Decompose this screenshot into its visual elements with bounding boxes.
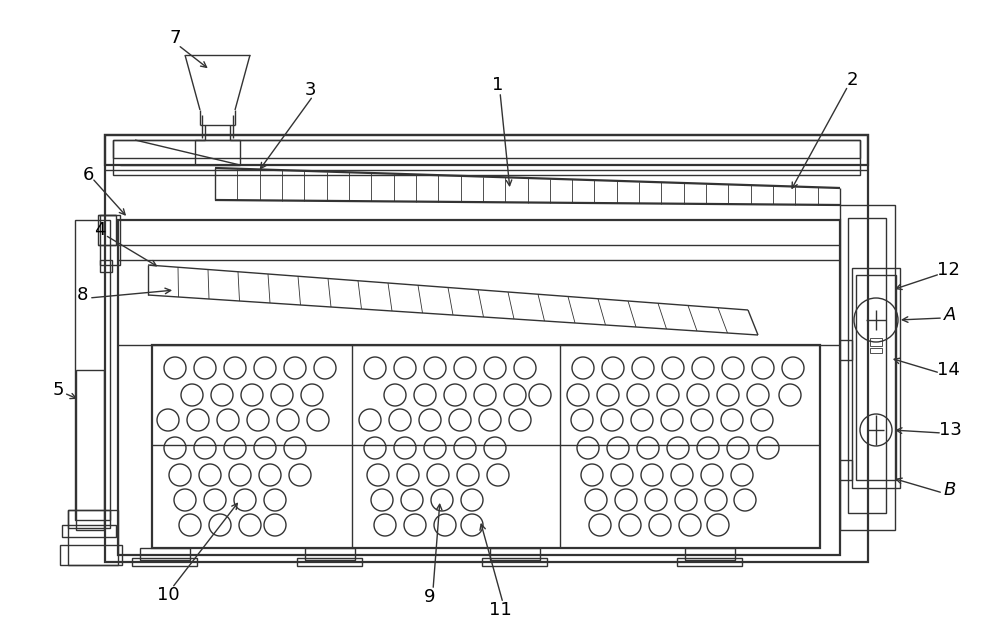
Text: 13: 13 — [939, 421, 961, 439]
Bar — [68, 510, 110, 528]
Bar — [840, 205, 895, 530]
Text: 4: 4 — [94, 221, 106, 239]
Text: B: B — [944, 481, 956, 499]
Bar — [75, 220, 110, 520]
Bar — [305, 548, 355, 560]
Bar — [297, 558, 362, 566]
Bar — [62, 525, 116, 537]
Bar — [105, 135, 868, 562]
Text: A: A — [944, 306, 956, 324]
Text: 10: 10 — [157, 586, 179, 604]
Text: 8: 8 — [76, 286, 88, 304]
Bar — [856, 275, 896, 480]
Text: 12: 12 — [937, 261, 959, 279]
Bar — [870, 348, 882, 353]
Bar — [848, 218, 886, 513]
Text: 14: 14 — [937, 361, 959, 379]
Bar — [100, 215, 120, 265]
Bar — [60, 545, 122, 565]
Text: 9: 9 — [424, 588, 436, 606]
Text: 5: 5 — [52, 381, 64, 399]
Bar — [685, 548, 735, 560]
Bar — [76, 370, 104, 530]
Bar — [852, 268, 900, 488]
Text: 3: 3 — [304, 81, 316, 99]
Bar — [113, 140, 860, 175]
Bar — [140, 548, 190, 560]
Bar — [118, 220, 840, 555]
Bar — [68, 510, 118, 565]
Bar — [490, 548, 540, 560]
Bar — [132, 558, 197, 566]
Text: 7: 7 — [169, 29, 181, 47]
Bar — [870, 338, 882, 346]
Bar — [677, 558, 742, 566]
Bar — [152, 345, 820, 548]
Text: 6: 6 — [82, 166, 94, 184]
Text: 2: 2 — [846, 71, 858, 89]
Text: 1: 1 — [492, 76, 504, 94]
Text: 11: 11 — [489, 601, 511, 619]
Bar — [105, 135, 868, 165]
Bar — [113, 140, 860, 158]
Bar — [482, 558, 547, 566]
Bar — [98, 215, 116, 245]
Bar — [100, 260, 112, 272]
